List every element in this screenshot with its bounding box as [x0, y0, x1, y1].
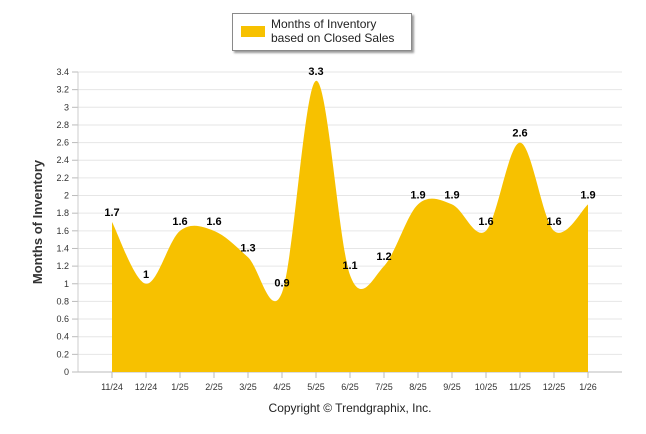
data-label: 1.6 [546, 216, 561, 228]
data-label: 2.6 [512, 128, 527, 140]
y-tick-label: 1.8 [56, 208, 69, 218]
y-tick-label: 0.4 [56, 332, 69, 342]
data-label: 1.1 [342, 260, 357, 272]
x-tick-label: 9/25 [443, 382, 461, 392]
x-tick-label: 3/25 [239, 382, 257, 392]
data-label: 1 [143, 269, 149, 281]
y-tick-label: 1.6 [56, 226, 69, 236]
y-tick-label: 2.2 [56, 173, 69, 183]
x-tick-label: 1/25 [171, 382, 189, 392]
data-label: 0.9 [274, 278, 289, 290]
y-tick-label: 2.6 [56, 138, 69, 148]
y-tick-label: 0 [64, 367, 69, 377]
x-tick-label: 1/26 [579, 382, 597, 392]
x-tick-label: 11/24 [101, 382, 123, 392]
y-axis-label: Months of Inventory [30, 159, 45, 284]
series-area [112, 80, 588, 372]
data-labels: 1.7 1 1.6 1.6 1.3 0.9 3.3 1.1 1.2 1.9 1.9 1.6 2.6 1.6… [104, 66, 595, 290]
y-tick-label: 2.4 [56, 155, 69, 165]
legend-swatch [241, 26, 265, 37]
x-tick-label: 12/24 [135, 382, 158, 392]
copyright-text: Copyright © Trendgraphix, Inc. [269, 401, 432, 415]
data-label: 1.9 [444, 189, 459, 201]
data-label: 1.2 [376, 251, 391, 263]
y-tick-label: 0.8 [56, 296, 69, 306]
y-tick-label: 0.6 [56, 314, 69, 324]
data-label: 1.9 [580, 189, 595, 201]
y-tick-label: 3.2 [56, 85, 69, 95]
y-tick-label: 3.4 [56, 67, 69, 77]
y-tick-label: 1.4 [56, 243, 69, 253]
y-tick-label: 1 [64, 279, 69, 289]
data-label: 1.3 [240, 242, 255, 254]
x-axis: 11/24 12/24 1/25 2/25 3/25 4/25 5/25 6/25 7/25 8/… [78, 371, 622, 392]
x-tick-label: 6/25 [341, 382, 359, 392]
y-tick-label: 1.2 [56, 261, 69, 271]
y-tick-label: 2 [64, 191, 69, 201]
data-label: 1.7 [104, 207, 119, 219]
x-tick-label: 7/25 [375, 382, 393, 392]
y-tick-label: 3 [64, 102, 69, 112]
x-tick-label: 11/25 [509, 382, 531, 392]
y-tick-label: 2.8 [56, 120, 69, 130]
legend-label: Months of Inventory based on Closed Sale… [271, 17, 395, 45]
y-axis: 0 0.2 0.4 0.6 0.8 1 1.2 1.4 1.6 1.8 2 2.2 2.4 2.6 2.8 3… [56, 67, 79, 377]
data-label: 1.6 [478, 216, 493, 228]
y-tick-label: 0.2 [56, 349, 69, 359]
data-label: 1.6 [206, 216, 221, 228]
x-tick-label: 10/25 [475, 382, 498, 392]
legend: Months of Inventory based on Closed Sale… [232, 13, 412, 51]
data-label: 1.6 [172, 216, 187, 228]
x-tick-label: 4/25 [273, 382, 291, 392]
x-tick-label: 8/25 [409, 382, 427, 392]
x-tick-label: 5/25 [307, 382, 325, 392]
data-label: 3.3 [308, 66, 323, 78]
x-tick-label: 2/25 [205, 382, 223, 392]
x-tick-label: 12/25 [543, 382, 566, 392]
data-label: 1.9 [410, 189, 425, 201]
